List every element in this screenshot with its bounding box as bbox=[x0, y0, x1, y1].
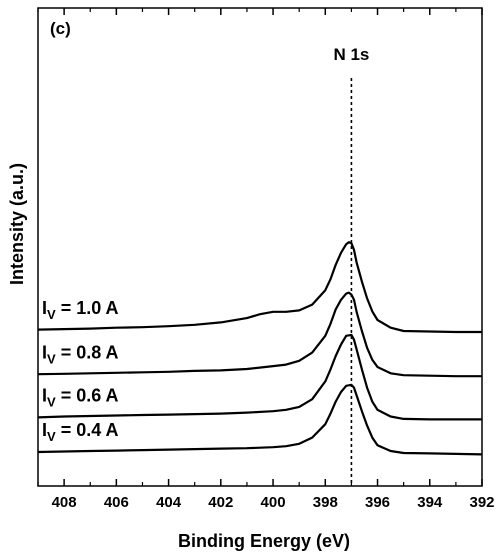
spectrum-line-0 bbox=[37, 241, 482, 334]
series-label-0: IV = 1.0 A bbox=[42, 298, 119, 322]
plot-frame bbox=[37, 7, 483, 487]
x-tick-label-404: 404 bbox=[156, 494, 182, 511]
series-label-1: IV = 0.8 A bbox=[42, 342, 119, 366]
x-tick-label-394: 394 bbox=[417, 494, 443, 511]
series-label-3: IV = 0.4 A bbox=[42, 420, 119, 444]
x-tick-label-392: 392 bbox=[469, 494, 494, 511]
x-tick-label-396: 396 bbox=[365, 494, 390, 511]
y-axis-title: Intensity (a.u.) bbox=[7, 163, 27, 285]
x-tick-label-402: 402 bbox=[208, 494, 233, 511]
x-tick-label-398: 398 bbox=[313, 494, 338, 511]
x-tick-label-406: 406 bbox=[104, 494, 129, 511]
x-axis-title: Binding Energy (eV) bbox=[178, 531, 350, 551]
series-label-2: IV = 0.6 A bbox=[42, 386, 119, 410]
panel-label: (c) bbox=[50, 19, 71, 38]
spectra-group: IV = 1.0 A IV = 0.8 A IV = 0.6 A IV = 0.4 A bbox=[37, 241, 483, 456]
annotations-group: N 1s bbox=[333, 45, 369, 486]
spectrum-line-3 bbox=[37, 383, 483, 456]
peak-label: N 1s bbox=[333, 45, 369, 64]
spectrum-line-2 bbox=[37, 333, 482, 421]
x-tick-label-408: 408 bbox=[52, 494, 77, 511]
spectrum-line-1 bbox=[37, 291, 482, 378]
x-tick-label-400: 400 bbox=[261, 494, 286, 511]
x-axis-ticks: 408 406 404 402 400 398 396 394 392 bbox=[37, 8, 495, 511]
